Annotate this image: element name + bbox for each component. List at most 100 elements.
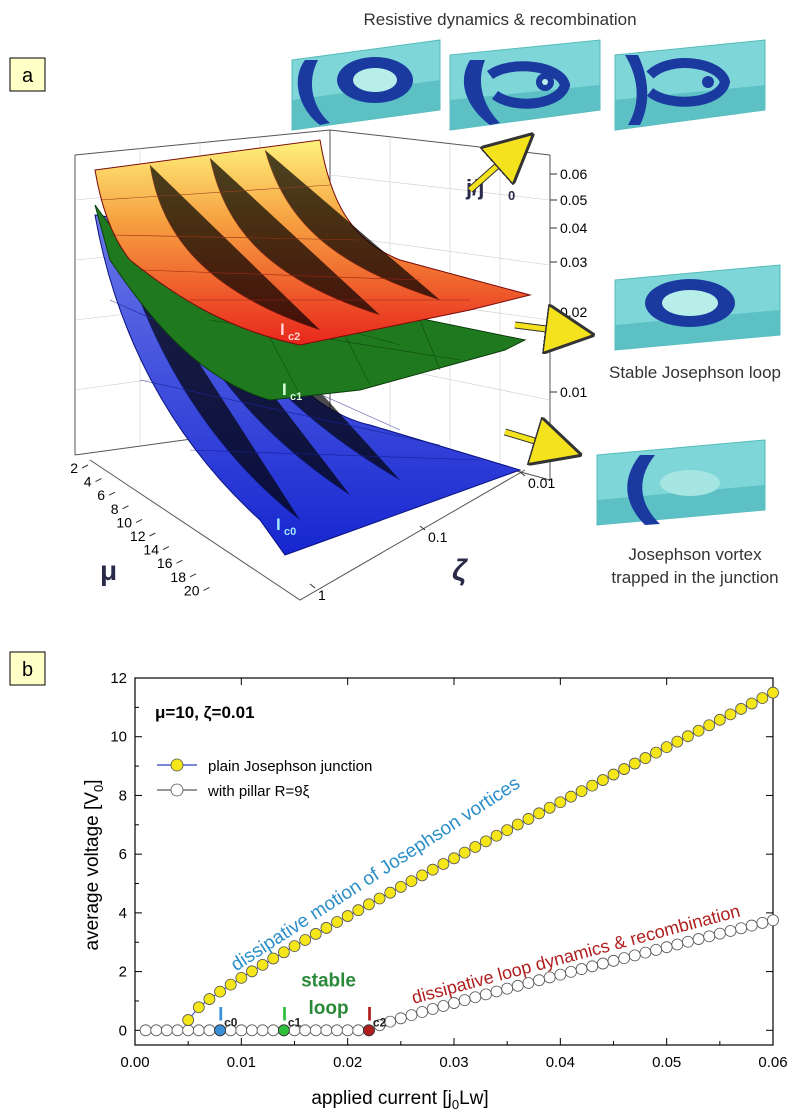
point-pillar (565, 965, 577, 978)
inset-resistive-1 (291, 39, 441, 131)
point-plain (479, 835, 492, 848)
point-plain (309, 928, 322, 940)
point-plain (671, 735, 684, 748)
label-ic2: I (280, 320, 285, 339)
panel-b-label: b (22, 659, 33, 681)
panel-b: b 0.00 0.01 0.02 0.03 0.04 0.05 0.06 0 2 4 6 8 10 12 … (0, 640, 797, 1113)
point-plain (511, 818, 524, 831)
x-axis-title: applied current [j0Lw] (311, 1088, 488, 1112)
x-tick-label: 0.02 (333, 1054, 362, 1071)
point-plain (416, 869, 429, 882)
point-pillar (639, 946, 652, 959)
x-tick-label: 0.05 (652, 1054, 681, 1071)
annotation-josephson: dissipative motion of Josephson vortices (227, 773, 524, 976)
point-pillar (192, 1024, 205, 1037)
inset-resistive-2 (449, 39, 601, 131)
point-pillar (767, 914, 779, 927)
point-plain (533, 807, 545, 820)
point-pillar (533, 974, 545, 987)
point-plain (256, 958, 269, 971)
point-pillar (692, 933, 705, 945)
point-plain (426, 863, 439, 876)
point-plain (469, 841, 482, 853)
y-tick-label: 4 (119, 905, 127, 922)
mu-tick-mark (176, 559, 183, 564)
panel-b-chart: b 0.00 0.01 0.02 0.03 0.04 0.05 0.06024681012 … (9, 651, 788, 1112)
point-plain (331, 916, 343, 928)
point-plain (224, 978, 237, 991)
mu-tick-label: 10 (116, 514, 132, 530)
mu-tick-mark (108, 491, 116, 496)
point-pillar (479, 988, 492, 1001)
point-pillar (671, 938, 684, 951)
point-pillar (682, 935, 694, 948)
point-pillar (607, 954, 620, 967)
point-plain (288, 940, 301, 953)
annotation-stable-2: loop (308, 998, 348, 1019)
point-pillar (575, 963, 588, 975)
zeta-tick-label: 1 (318, 587, 326, 603)
point-pillar (171, 1024, 184, 1037)
point-pillar (469, 991, 482, 1004)
point-plain (341, 910, 354, 922)
point-pillar (416, 1006, 429, 1018)
point-pillar (586, 960, 599, 973)
z-tick-label: 0.05 (560, 192, 587, 208)
point-plain (182, 1014, 195, 1026)
point-plain (745, 697, 758, 710)
mu-tick-label: 14 (143, 542, 159, 558)
legend-marker-plain (170, 758, 184, 772)
mu-tick-label: 12 (130, 528, 146, 544)
point-plain (363, 898, 375, 911)
point-plain (394, 880, 407, 893)
legend: plain Josephson junction with pillar R=9… (157, 758, 372, 800)
y-tick-label: 12 (110, 670, 127, 687)
point-plain (448, 852, 460, 865)
point-plain (767, 686, 779, 699)
point-plain (735, 703, 747, 715)
point-plain (203, 993, 216, 1005)
point-plain (352, 904, 365, 917)
point-pillar (618, 952, 631, 964)
point-pillar (650, 944, 662, 956)
point-pillar (299, 1024, 312, 1037)
point-plain (607, 768, 620, 781)
point-pillar (150, 1024, 163, 1037)
point-plain (660, 741, 673, 754)
z-axis-label-sub: 0 (508, 188, 515, 203)
zeta-tick-mark (309, 583, 316, 589)
point-pillar (735, 922, 747, 935)
panel-b-label-box (9, 651, 46, 686)
panel-a-figure: a (9, 10, 781, 603)
zeta-axis-label: ζ (452, 554, 468, 587)
point-pillar (756, 917, 769, 929)
point-pillar (724, 925, 737, 937)
point-plain (235, 971, 248, 984)
mu-tick-label: 8 (111, 501, 119, 517)
critical-label-ic0: I (218, 1004, 223, 1025)
point-pillar (331, 1024, 343, 1037)
mu-tick-label: 18 (170, 569, 186, 585)
critical-point-ic1 (277, 1024, 290, 1037)
legend-label-plain: plain Josephson junction (208, 758, 372, 775)
mu-tick-mark (162, 546, 170, 551)
mu-tick-mark (95, 478, 102, 483)
z-axis-ticks: 0.06 0.05 0.04 0.03 0.02 0.01 (550, 166, 587, 400)
caption-stable-loop: Stable Josephson loop (609, 363, 781, 382)
mu-tick-label: 4 (84, 474, 92, 490)
point-pillar (660, 941, 673, 954)
point-plain (554, 796, 567, 809)
point-plain (437, 858, 450, 870)
panel-a-label: a (22, 65, 34, 87)
y-tick-label: 8 (119, 787, 127, 804)
inset-stable-loop (614, 264, 781, 351)
annotation-stable-1: stable (301, 970, 356, 991)
point-pillar (320, 1024, 333, 1037)
point-pillar (458, 994, 471, 1007)
point-pillar (501, 982, 514, 995)
point-pillar (745, 919, 758, 932)
x-tick-label: 0.01 (227, 1054, 256, 1071)
zeta-axis-ticks: 0.01 0.1 1 (309, 471, 555, 603)
label-ic2-sub: c2 (288, 331, 300, 343)
mu-tick-mark (81, 464, 89, 469)
